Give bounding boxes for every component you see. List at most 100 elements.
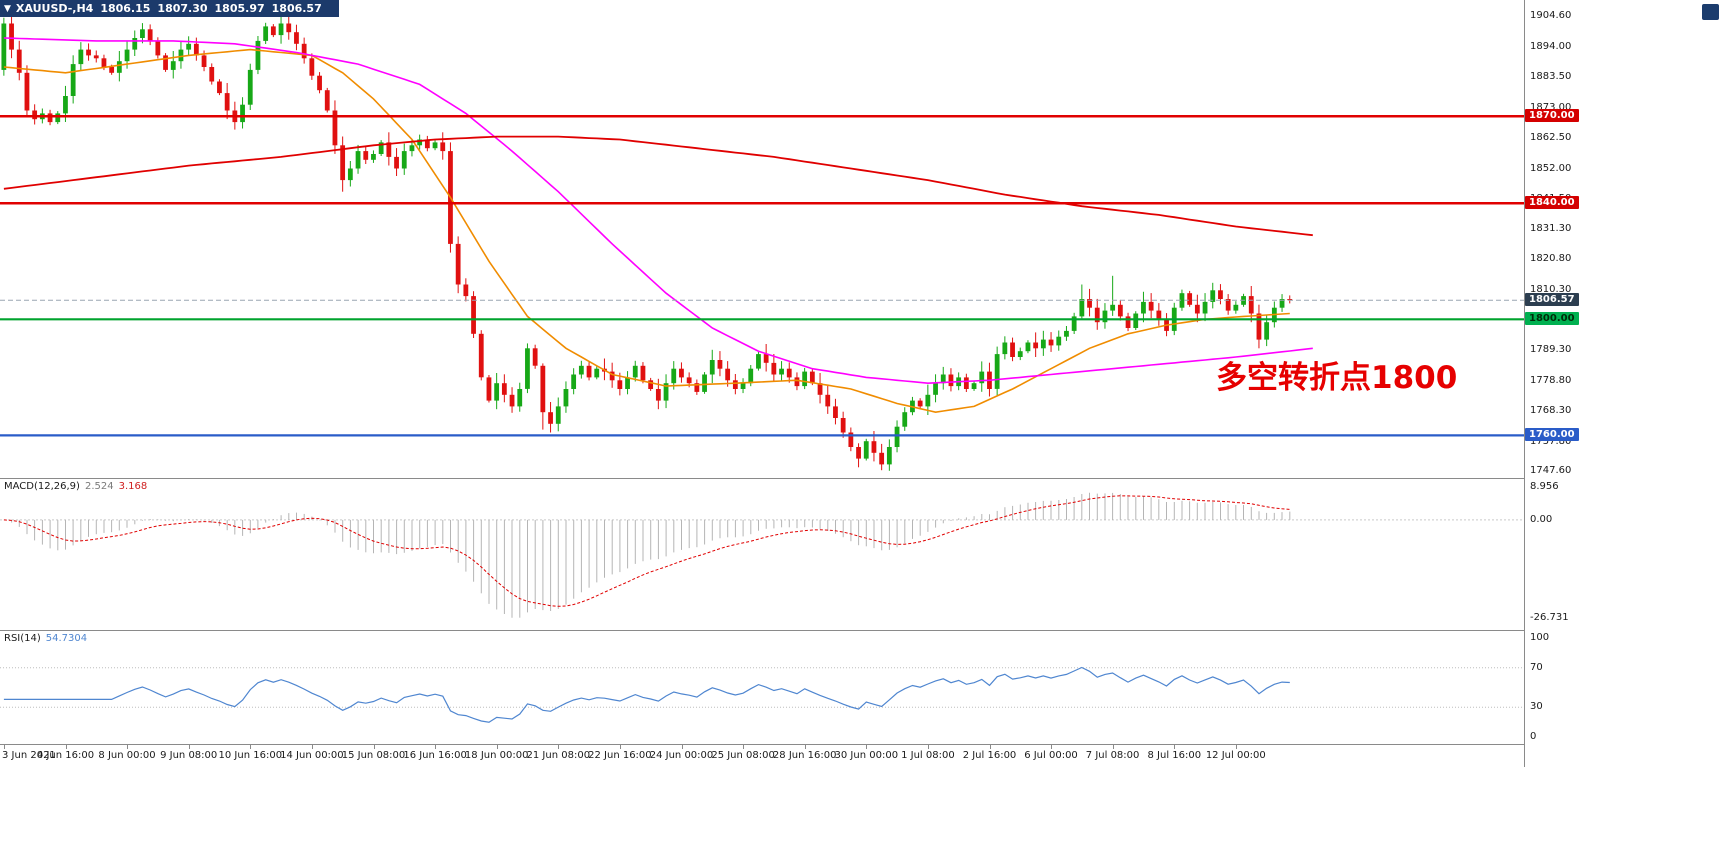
time-label: 4 Jun 16:00 bbox=[36, 750, 95, 761]
time-tick bbox=[681, 745, 683, 749]
price-badge: 1800.00 bbox=[1525, 312, 1579, 326]
ohlc-open-value: 1806.15 bbox=[100, 2, 151, 15]
price-tick: 1904.60 bbox=[1530, 10, 1572, 21]
price-tick: 1757.80 bbox=[1530, 435, 1572, 447]
price-badge: 1840.00 bbox=[1525, 196, 1579, 210]
main-chart-panel[interactable]: ▼ XAUUSD-,H4 1806.15 1807.30 1805.97 180… bbox=[0, 0, 1524, 478]
time-label: 8 Jul 16:00 bbox=[1147, 750, 1202, 761]
ma-fast-line bbox=[3, 48, 1290, 414]
macd-tick: 0.00 bbox=[1530, 513, 1553, 525]
price-badge: 1760.00 bbox=[1525, 428, 1579, 442]
rsi-line bbox=[3, 666, 1290, 723]
rsi-label: RSI(14) 54.7304 bbox=[4, 633, 92, 644]
price-axis[interactable]: 1904.60 1894.00 1883.50 1873.00 1862.50 1852.… bbox=[1524, 0, 1723, 767]
time-label: 25 Jun 08:00 bbox=[711, 750, 775, 761]
panel-separator bbox=[0, 744, 1723, 745]
price-tick: 1873.00 bbox=[1530, 101, 1572, 113]
time-label: 15 Jun 08:00 bbox=[341, 750, 406, 761]
price-tick: 1820.80 bbox=[1530, 253, 1572, 264]
price-tick: 1831.30 bbox=[1530, 222, 1572, 234]
current-price-badge: 1806.57 bbox=[1525, 293, 1579, 307]
time-tick bbox=[496, 745, 498, 749]
time-tick bbox=[1112, 745, 1114, 749]
time-label: 7 Jul 08:00 bbox=[1085, 750, 1140, 761]
time-tick bbox=[188, 745, 190, 749]
time-tick bbox=[250, 745, 252, 749]
time-tick bbox=[743, 745, 745, 749]
candles bbox=[1, 13, 1293, 471]
macd-signal-line bbox=[3, 495, 1290, 607]
time-label: 28 Jun 16:00 bbox=[772, 750, 837, 761]
price-badge: 1870.00 bbox=[1525, 109, 1579, 123]
time-label: 16 Jun 16:00 bbox=[403, 750, 467, 761]
time-tick bbox=[1051, 745, 1052, 749]
symbol-timeframe-label: XAUUSD-,H4 bbox=[15, 2, 94, 15]
ohlc-info-bar: ▼ XAUUSD-,H4 1806.15 1807.30 1805.97 180… bbox=[0, 0, 339, 17]
time-label: 18 Jun 00:00 bbox=[464, 750, 529, 761]
time-tick bbox=[435, 745, 437, 749]
time-axis[interactable]: 3 Jun 2021 4 Jun 16:00 8 Jun 00:00 9 Jun 08… bbox=[0, 745, 1524, 767]
price-tick: 1852.00 bbox=[1530, 162, 1572, 174]
price-tick: 1894.00 bbox=[1530, 40, 1572, 52]
rsi-canvas bbox=[0, 666, 1524, 723]
time-label: 3 Jun 2021 bbox=[2, 750, 56, 761]
time-label: 6 Jul 00:00 bbox=[1024, 750, 1078, 761]
time-label: 12 Jul 00:00 bbox=[1205, 750, 1266, 761]
macd-tick: 8.956 bbox=[1530, 480, 1559, 492]
time-label: 8 Jun 00:00 bbox=[98, 750, 156, 761]
time-tick bbox=[127, 745, 128, 749]
rsi-value: 54.7304 bbox=[45, 633, 88, 644]
ohlc-close-value: 1806.57 bbox=[271, 2, 322, 15]
price-tick: 1789.30 bbox=[1530, 344, 1572, 356]
time-tick bbox=[373, 745, 375, 749]
ma-slow-line bbox=[3, 135, 1313, 237]
time-label: 21 Jun 08:00 bbox=[526, 750, 591, 761]
time-tick bbox=[866, 745, 868, 749]
macd-name: MACD(12,26,9) bbox=[4, 481, 80, 492]
macd-canvas bbox=[0, 492, 1524, 618]
symbol-dropdown-icon[interactable]: ▼ bbox=[4, 3, 11, 14]
rsi-tick: 0 bbox=[1530, 731, 1537, 743]
price-tick: 1747.60 bbox=[1530, 465, 1572, 477]
rsi-tick: 30 bbox=[1530, 701, 1543, 713]
scroll-to-end-icon[interactable] bbox=[1702, 4, 1719, 20]
annotation-text: 多空转折点1800 bbox=[1216, 360, 1458, 396]
time-tick bbox=[804, 745, 806, 749]
price-tick: 1883.50 bbox=[1530, 71, 1572, 83]
time-tick bbox=[311, 745, 313, 749]
macd-label: MACD(12,26,9) 2.524 3.168 bbox=[4, 481, 152, 492]
rsi-name: RSI(14) bbox=[4, 633, 41, 644]
price-tick: 1862.50 bbox=[1530, 132, 1572, 144]
panel-separator[interactable] bbox=[0, 478, 1723, 479]
time-tick bbox=[558, 745, 560, 749]
time-label: 30 Jun 00:00 bbox=[834, 750, 899, 761]
macd-histogram bbox=[11, 492, 1291, 618]
time-tick bbox=[3, 745, 5, 749]
time-label: 14 Jun 00:00 bbox=[280, 750, 344, 761]
time-label: 24 Jun 00:00 bbox=[649, 750, 714, 761]
time-tick bbox=[927, 745, 929, 749]
rsi-panel[interactable]: RSI(14) 54.7304 bbox=[0, 631, 1524, 744]
ohlc-high-value: 1807.30 bbox=[157, 2, 208, 15]
price-tick: 1810.30 bbox=[1530, 283, 1572, 295]
price-tick: 1768.30 bbox=[1530, 405, 1572, 417]
time-label: 9 Jun 08:00 bbox=[160, 750, 218, 761]
time-tick bbox=[65, 745, 67, 749]
time-label: 22 Jun 16:00 bbox=[588, 750, 652, 761]
macd-value-main: 2.524 bbox=[84, 481, 114, 492]
time-tick bbox=[1235, 745, 1237, 749]
panel-separator[interactable] bbox=[0, 630, 1723, 631]
time-label: 2 Jul 16:00 bbox=[962, 750, 1017, 761]
rsi-tick: 100 bbox=[1530, 631, 1550, 643]
main-chart-canvas[interactable] bbox=[0, 0, 1524, 478]
time-label: 10 Jun 16:00 bbox=[218, 750, 283, 761]
macd-panel[interactable]: MACD(12,26,9) 2.524 3.168 bbox=[0, 479, 1524, 630]
ohlc-low-value: 1805.97 bbox=[214, 2, 265, 15]
rsi-tick: 70 bbox=[1530, 661, 1543, 673]
time-tick bbox=[989, 745, 991, 749]
ma-mid-line bbox=[3, 37, 1313, 385]
macd-value-signal: 3.168 bbox=[118, 481, 148, 492]
time-tick bbox=[1174, 745, 1176, 749]
time-tick bbox=[619, 745, 621, 749]
